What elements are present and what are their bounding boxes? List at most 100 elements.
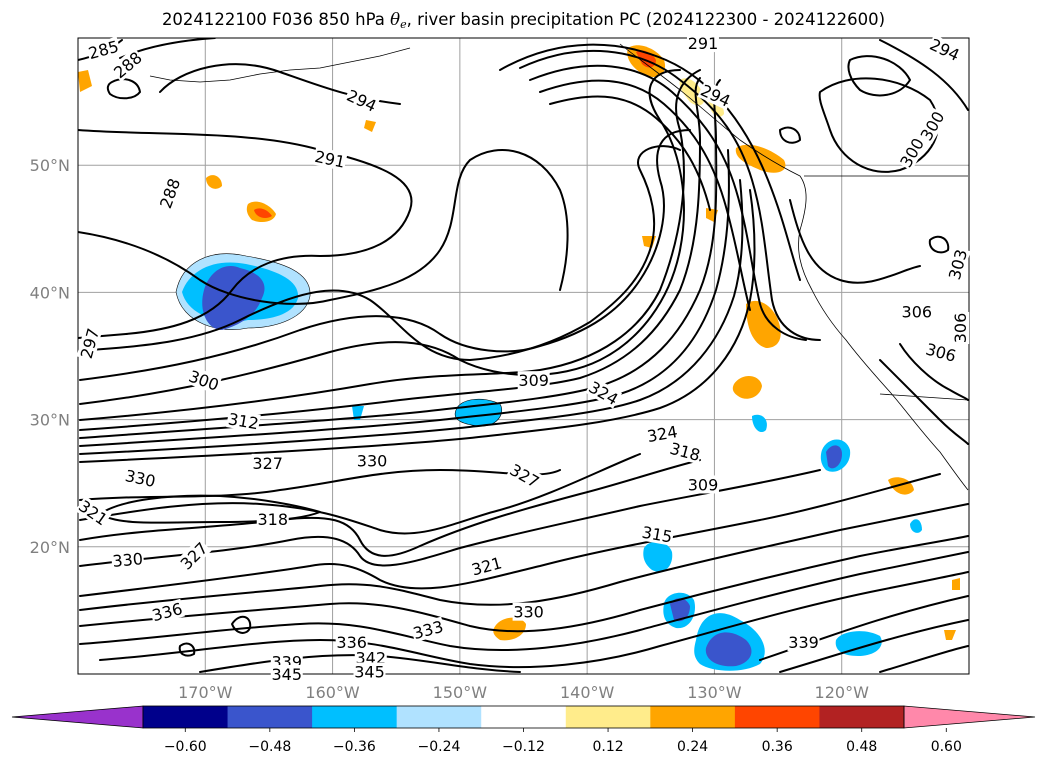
contour-label: 345 <box>353 662 386 681</box>
contour-label-text: 345 <box>354 662 385 681</box>
contour-line <box>879 645 969 673</box>
contour-label: 306 <box>951 312 970 345</box>
latitude-tick-label: 50°N <box>30 156 70 175</box>
contour-line <box>89 145 681 361</box>
colorbar-segment <box>396 706 482 728</box>
contour-line <box>789 199 921 284</box>
precip-positive-area <box>254 208 272 218</box>
contour-line <box>99 494 321 524</box>
precip-positive-area <box>364 120 376 132</box>
contour-label-background <box>122 465 158 491</box>
longitude-tick-label: 130°W <box>687 683 742 702</box>
contour-label-background <box>185 366 223 395</box>
contour-label-background <box>644 421 680 446</box>
contour-line <box>879 359 969 445</box>
contour-label-text: 309 <box>688 475 719 494</box>
contour-label-background <box>686 34 719 53</box>
map-background <box>78 38 969 674</box>
contour-line <box>178 642 196 657</box>
title-theta-symbol: θ <box>390 10 401 29</box>
contour-label-background <box>226 409 261 433</box>
latitude-tick-label: 30°N <box>30 411 70 430</box>
colorbar-tick-label: −0.60 <box>164 739 207 755</box>
contour-label-background <box>900 302 933 321</box>
contour-label-background <box>343 85 381 116</box>
theta-e-contours <box>78 38 969 673</box>
contour-label: 336 <box>335 633 368 652</box>
colorbar: −0.60 −0.48 −0.36 −0.24 −0.12 0.12 0.24 0.36 0.4… <box>11 705 1036 755</box>
colorbar-tick-label: −0.48 <box>248 739 291 755</box>
colorbar-tick-label: −0.36 <box>333 739 376 755</box>
contour-line <box>79 459 701 557</box>
contour-label: 309 <box>517 371 550 390</box>
contour-line <box>106 78 141 100</box>
contour-line <box>519 49 821 341</box>
contour-line <box>231 615 252 634</box>
contour-label-text: 327 <box>252 454 283 473</box>
longitude-tick-label: 150°W <box>433 683 488 702</box>
contour-label: 291 <box>686 34 719 53</box>
colorbar-segment <box>143 706 229 728</box>
contour-label-background <box>585 377 623 409</box>
colorbar-tick-label: 0.36 <box>762 739 793 755</box>
contour-label-text: 306 <box>902 302 933 321</box>
precip-positive-area <box>78 70 92 92</box>
contour-label-background <box>517 371 550 390</box>
title-suffix: , river basin precipitation PC (20241223… <box>406 10 886 29</box>
contour-line <box>78 129 413 339</box>
contour-label-background <box>639 522 675 546</box>
precip-positive-area <box>735 144 786 173</box>
contour-label-background <box>944 246 971 283</box>
contour-label-background <box>85 36 122 63</box>
contour-line <box>879 39 969 111</box>
contour-label: 330 <box>512 602 545 622</box>
colorbar-segment <box>565 706 651 728</box>
coastline-north-america <box>619 43 969 491</box>
contour-line <box>79 79 721 439</box>
contour-label-background <box>686 475 719 494</box>
map-area <box>77 37 970 675</box>
contour-line <box>847 55 911 97</box>
longitude-tick-labels: 170°W 160°W 150°W 140°W 130°W 120°W <box>178 683 869 702</box>
precip-positive-area <box>493 617 526 641</box>
longitude-tick-label: 140°W <box>560 683 615 702</box>
contour-label-background <box>697 80 735 111</box>
contour-label-background <box>256 509 289 528</box>
colorbar-tick-label: 0.12 <box>592 739 623 755</box>
contour-label-background <box>76 325 103 362</box>
precip-negative-area <box>202 266 265 330</box>
contour-label-background <box>468 553 505 579</box>
border-us-mexico <box>879 393 969 401</box>
contour-label-background <box>270 665 303 683</box>
colorbar-segment <box>650 706 736 728</box>
colorbar-tick-label: −0.12 <box>502 739 545 755</box>
precip-negative-area <box>910 519 922 533</box>
precip-negative-area <box>826 445 842 469</box>
contour-line <box>549 95 711 211</box>
contour-label: 318 <box>256 509 289 529</box>
longitude-tick-label: 160°W <box>305 683 360 702</box>
contour-label-text: 330 <box>112 549 144 571</box>
map-title: 2024122100 F036 850 hPa θe, river basin … <box>0 10 1047 31</box>
longitude-tick-label: 170°W <box>178 683 233 702</box>
contour-line <box>79 69 685 405</box>
colorbar-segment <box>481 706 567 728</box>
contour-label: 309 <box>686 475 719 494</box>
contour-line <box>79 179 744 455</box>
contour-label-background <box>667 438 703 465</box>
precip-positive-area <box>952 578 960 590</box>
contour-label-text: 345 <box>271 665 302 684</box>
longitude-tick-label: 120°W <box>815 683 870 702</box>
precip-negative-area <box>670 598 690 622</box>
precip-positive-area <box>732 375 762 399</box>
contour-line <box>928 235 950 254</box>
contour-label: 345 <box>270 665 303 684</box>
coastline <box>149 43 969 491</box>
contour-label-text: 306 <box>951 313 970 344</box>
contour-label-background <box>335 633 368 652</box>
contour-line <box>79 189 756 463</box>
colorbar-tick-label: −0.24 <box>417 739 460 755</box>
contour-label-background <box>356 451 389 470</box>
colorbar-under-extension <box>11 705 144 729</box>
